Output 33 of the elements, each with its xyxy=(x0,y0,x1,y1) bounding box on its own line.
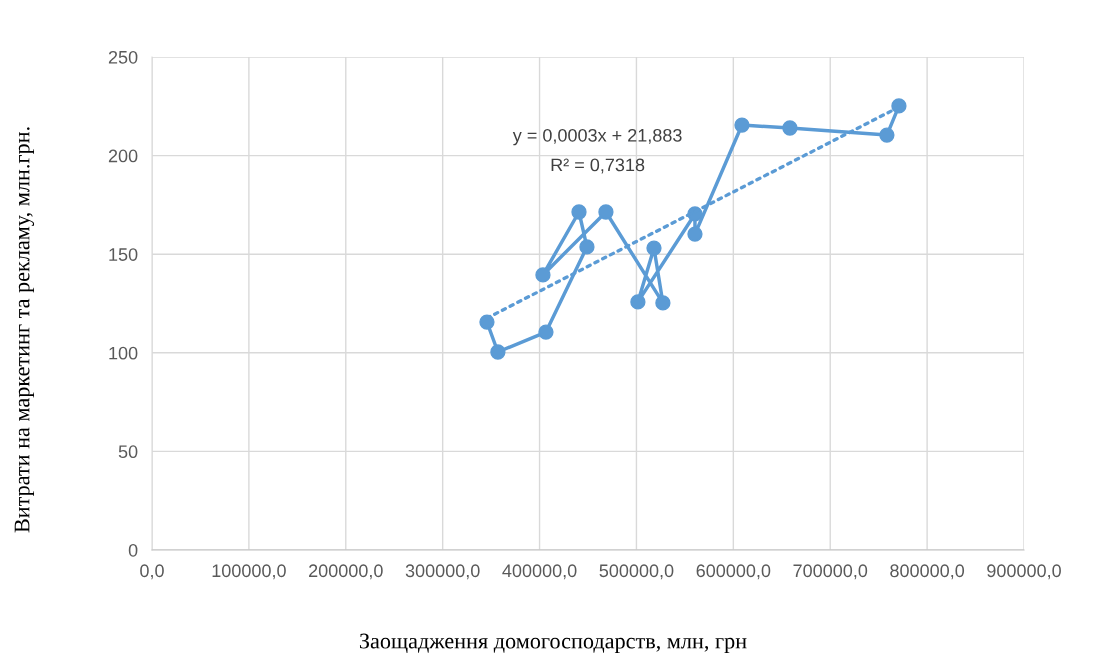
point xyxy=(535,267,551,283)
y-tick-label: 100 xyxy=(109,346,138,360)
x-tick-label: 600000,0 xyxy=(696,564,771,580)
point xyxy=(687,226,703,242)
x-tick-label: 500000,0 xyxy=(599,564,674,580)
x-tick-label: 200000,0 xyxy=(309,564,383,580)
x-tick-label: 900000,0 xyxy=(987,564,1061,580)
point xyxy=(734,117,750,133)
point xyxy=(630,294,646,310)
point xyxy=(646,240,662,256)
x-axis-title: Заощадження домогосподарств, млн, грн xyxy=(359,633,747,654)
x-tick-label: 800000,0 xyxy=(890,564,965,580)
y-tick-label: 200 xyxy=(108,149,138,163)
y-tick-label: 0 xyxy=(128,543,138,557)
y-tick-label: 250 xyxy=(108,50,138,64)
x-tick-label: 0,0 xyxy=(140,564,164,580)
x-tick-label: 100000,0 xyxy=(212,564,286,580)
annotation: R² = 0,7318 xyxy=(551,158,645,174)
x-tick-label: 400000,0 xyxy=(502,564,577,580)
x-tick-label: 300000,0 xyxy=(405,564,480,580)
point xyxy=(490,344,506,360)
point xyxy=(879,127,895,143)
y-tick-label: 150 xyxy=(109,248,138,261)
annotation: y = 0,0003x + 21,883 xyxy=(512,128,682,146)
point xyxy=(598,204,614,220)
y-tick-label: 50 xyxy=(118,445,138,459)
point xyxy=(782,120,798,136)
point xyxy=(579,239,595,255)
point xyxy=(571,204,587,220)
point xyxy=(538,324,554,340)
point xyxy=(655,295,671,311)
x-tick-label: 700000,0 xyxy=(793,564,868,580)
y-axis-title: Витрати на маркетинг та рекламу, млн.грн. xyxy=(14,127,35,533)
